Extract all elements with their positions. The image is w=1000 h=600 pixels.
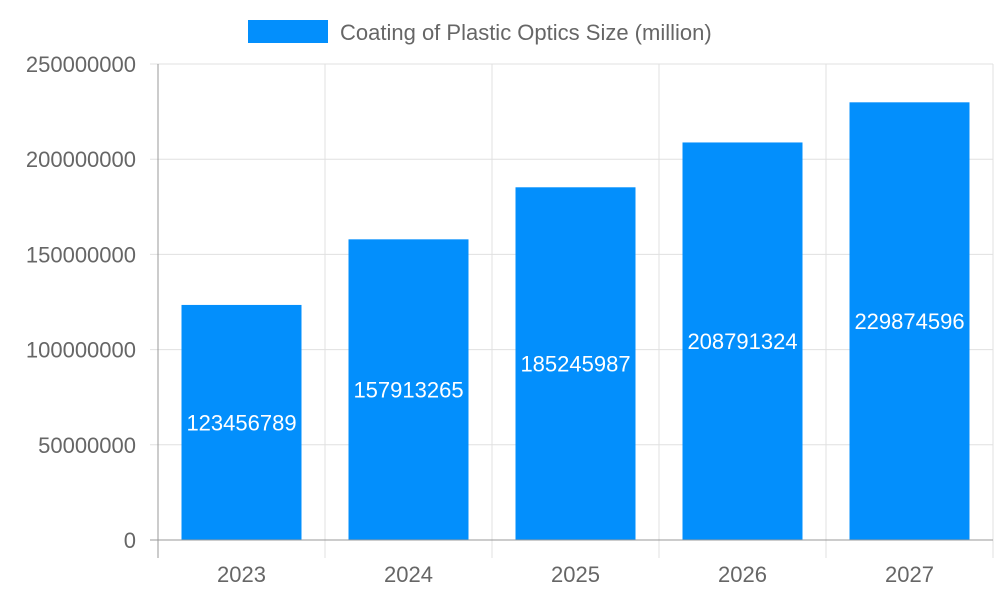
bar bbox=[515, 187, 636, 541]
y-tick-label: 200000000 bbox=[26, 147, 136, 172]
x-tick-label: 2027 bbox=[885, 562, 934, 587]
data-label: 185245987 bbox=[520, 352, 630, 377]
data-label: 123456789 bbox=[186, 410, 296, 435]
bar bbox=[348, 239, 469, 541]
legend[interactable]: Coating of Plastic Optics Size (million) bbox=[248, 20, 712, 45]
bars: 123456789 157913265 185245987 208791324 2298… bbox=[181, 102, 970, 541]
bar bbox=[849, 102, 970, 540]
x-tick-label: 2024 bbox=[384, 562, 433, 587]
y-tick-label: 50000000 bbox=[38, 433, 136, 458]
data-label: 229874596 bbox=[854, 309, 964, 334]
y-tick-label: 100000000 bbox=[26, 338, 136, 363]
legend-label: Coating of Plastic Optics Size (million) bbox=[340, 20, 712, 45]
y-tick-label: 250000000 bbox=[26, 52, 136, 77]
y-tick-label: 0 bbox=[124, 528, 136, 553]
data-label: 157913265 bbox=[353, 378, 463, 403]
data-label: 208791324 bbox=[687, 329, 797, 354]
x-tick-label: 2026 bbox=[718, 562, 767, 587]
x-tick-label: 2025 bbox=[551, 562, 600, 587]
legend-swatch bbox=[248, 20, 328, 43]
bar bbox=[181, 304, 302, 540]
bar bbox=[682, 142, 803, 541]
x-tick-label: 2023 bbox=[217, 562, 266, 587]
y-tick-label: 150000000 bbox=[26, 242, 136, 267]
axes: 0 50000000 100000000 150000000 200000000 2500… bbox=[26, 52, 993, 587]
